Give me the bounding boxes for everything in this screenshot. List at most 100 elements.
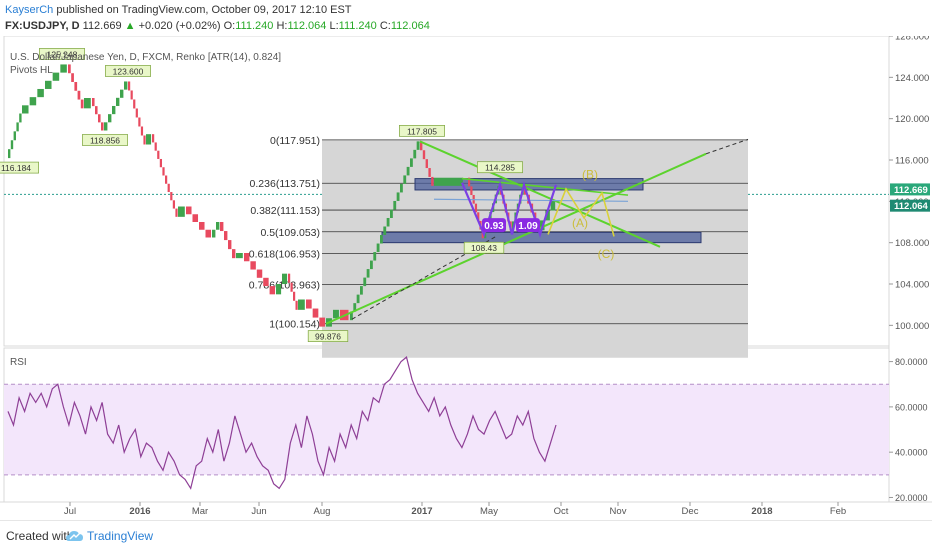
renko-brick-down	[425, 159, 428, 169]
renko-brick-up	[333, 309, 339, 319]
indicator-name: Pivots HL	[10, 65, 53, 76]
renko-brick-down	[474, 203, 478, 213]
renko-brick-down	[138, 117, 141, 127]
price-flag-label: 112.669	[894, 185, 928, 196]
renko-brick-up	[350, 311, 353, 321]
tradingview-brand[interactable]: TradingView	[87, 529, 154, 543]
renko-brick-up	[178, 206, 185, 217]
rsi-label: RSI	[10, 357, 27, 368]
renko-brick-down	[80, 99, 84, 109]
renko-brick-down	[71, 73, 74, 82]
tradingview-cloud-icon[interactable]	[66, 528, 86, 544]
pivot-label-bg	[39, 48, 85, 60]
renko-brick-down	[143, 135, 146, 145]
close-value: 112.064	[390, 20, 430, 32]
chart-svg[interactable]: 0(117.951) 0.236(113.751) 0.382(111.153) 0.…	[0, 32, 932, 520]
renko-brick-up	[400, 183, 403, 193]
renko-brick-down	[312, 308, 319, 318]
pivot-label: 116.184	[1, 163, 31, 173]
last-price: 112.669	[82, 20, 122, 32]
renko-brick-up	[29, 97, 37, 106]
renko-brick-down	[232, 249, 236, 259]
renko-brick-up	[236, 253, 243, 259]
time-tick-label: Nov	[610, 506, 627, 517]
pivot-label: 118.856	[90, 135, 120, 145]
renko-brick-up	[19, 113, 22, 123]
close-label: C:	[379, 20, 391, 32]
renko-brick-up	[282, 273, 288, 284]
renko-brick-up	[416, 141, 420, 150]
rsi-tick-label: 80.0000	[895, 357, 928, 367]
renko-brick-down	[154, 142, 157, 151]
price-change: +0.020 (+0.02%)	[138, 20, 221, 32]
renko-brick-up	[434, 177, 463, 186]
pivot-label: 117.805	[407, 126, 437, 136]
renko-brick-down	[77, 90, 81, 100]
pivot-label-bg	[0, 161, 39, 174]
renko-brick-down	[244, 253, 250, 262]
rsi-band	[4, 384, 889, 475]
author-link[interactable]: KayserCh	[5, 4, 54, 16]
renko-brick-up	[37, 88, 44, 98]
ratio-badge	[516, 218, 540, 233]
renko-brick-down	[186, 206, 192, 215]
renko-brick-down	[172, 200, 176, 209]
change-arrow-icon: ▲	[124, 20, 136, 32]
renko-brick-down	[140, 126, 144, 136]
renko-brick-down	[420, 141, 423, 151]
renko-brick-up	[545, 210, 550, 221]
ratio-badge	[482, 218, 506, 233]
renko-brick-up	[403, 175, 407, 184]
renko-brick-down	[470, 186, 473, 196]
rsi-tick-label: 60.0000	[895, 402, 928, 412]
open-value: 111.240	[235, 20, 274, 32]
pivot-label: 123.600	[113, 66, 144, 76]
renko-brick-up	[10, 140, 14, 150]
price-flag	[890, 199, 930, 212]
price-flag-label: 112.064	[894, 201, 929, 212]
renko-brick-up	[390, 209, 393, 218]
renko-brick-down	[199, 222, 205, 230]
ratio-text: 0.93	[484, 221, 504, 232]
drawings[interactable]: 0.93 1.09 (B) (A) (C)	[325, 138, 749, 325]
renko-brick-up	[16, 122, 19, 132]
renko-brick-down	[319, 317, 325, 327]
renko-brick-down	[269, 286, 276, 295]
renko-brick-up	[366, 269, 370, 278]
symbol-name[interactable]: FX:USDJPY, D	[5, 20, 80, 32]
published-text: published on TradingView.com, October 09…	[56, 4, 352, 16]
renko-brick-up	[124, 81, 128, 90]
fibonacci-retracement[interactable]: 0(117.951) 0.236(113.751) 0.382(111.153) 0.…	[249, 135, 748, 358]
pivot-labels: 116.184 125.248 118.856 123.600 99.876 117.80…	[0, 48, 523, 342]
fib-level-label: 0.382(111.153)	[250, 205, 320, 217]
renko-brick-up	[376, 243, 380, 253]
renko-brick-up	[112, 105, 116, 115]
rsi-line	[7, 356, 557, 490]
renko-brick-down	[428, 168, 431, 177]
renko-brick-down	[165, 175, 168, 184]
renko-brick-down	[192, 214, 199, 222]
renko-brick-down	[167, 183, 170, 193]
chart-area[interactable]: 0(117.951) 0.236(113.751) 0.382(111.153) 0.…	[0, 32, 932, 520]
pattern-point-label: (A)	[572, 216, 588, 230]
renko-brick-up	[373, 252, 377, 261]
chart-header: KayserCh published on TradingView.com, O…	[0, 0, 932, 36]
renko-brick-down	[288, 273, 291, 283]
renko-brick-up	[108, 114, 112, 123]
time-tick-label: Feb	[830, 506, 846, 517]
renko-brick-up	[393, 200, 397, 210]
renko-brick-up	[410, 158, 413, 167]
low-label: L:	[329, 20, 339, 32]
high-value: 112.064	[287, 20, 327, 32]
renko-brick-down	[224, 231, 228, 241]
renko-brick-up	[116, 97, 120, 106]
pivot-label-bg	[463, 241, 505, 254]
renko-brick-down	[250, 261, 256, 270]
renko-brick-down	[477, 212, 480, 221]
price-tick-label: 128.000	[895, 36, 929, 43]
renko-brick-up	[216, 222, 220, 230]
renko-brick-up	[363, 277, 367, 287]
fib-level-label: 0.236(113.751)	[250, 178, 320, 190]
renko-brick-up	[360, 286, 363, 295]
renko-brick-up	[396, 192, 400, 201]
